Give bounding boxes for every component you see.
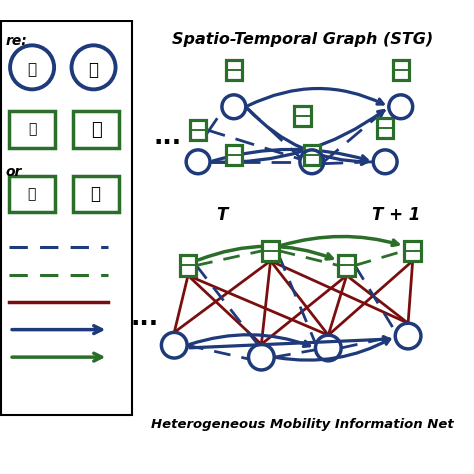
FancyBboxPatch shape	[1, 20, 132, 415]
Text: 🌳: 🌳	[89, 61, 99, 79]
Bar	[226, 146, 242, 165]
Bar	[226, 60, 242, 80]
Bar	[262, 241, 279, 261]
Text: ...: ...	[131, 306, 159, 330]
Bar	[338, 255, 355, 275]
Text: Heterogeneous Mobility Information Net: Heterogeneous Mobility Information Net	[151, 418, 454, 431]
Text: T: T	[216, 206, 228, 224]
Text: ...: ...	[154, 125, 182, 149]
Bar	[73, 175, 119, 212]
Bar	[303, 146, 320, 165]
Text: 🚕: 🚕	[28, 123, 36, 137]
Text: re:: re:	[6, 34, 27, 48]
Text: 🍽️: 🍽️	[28, 187, 36, 201]
Bar	[9, 175, 55, 212]
Text: 🍽️: 🍽️	[91, 185, 101, 203]
Text: or: or	[6, 164, 22, 179]
Bar	[404, 241, 421, 261]
Text: 🚲: 🚲	[91, 121, 101, 139]
Bar	[392, 60, 409, 80]
Bar	[377, 118, 393, 138]
Bar	[190, 119, 206, 140]
Text: Spatio-Temporal Graph (STG): Spatio-Temporal Graph (STG)	[172, 33, 433, 47]
Text: T + 1: T + 1	[372, 206, 420, 224]
Bar	[294, 106, 311, 126]
Bar	[9, 111, 55, 148]
Bar	[73, 111, 119, 148]
Bar	[180, 255, 196, 275]
Text: 🚗: 🚗	[27, 63, 36, 78]
